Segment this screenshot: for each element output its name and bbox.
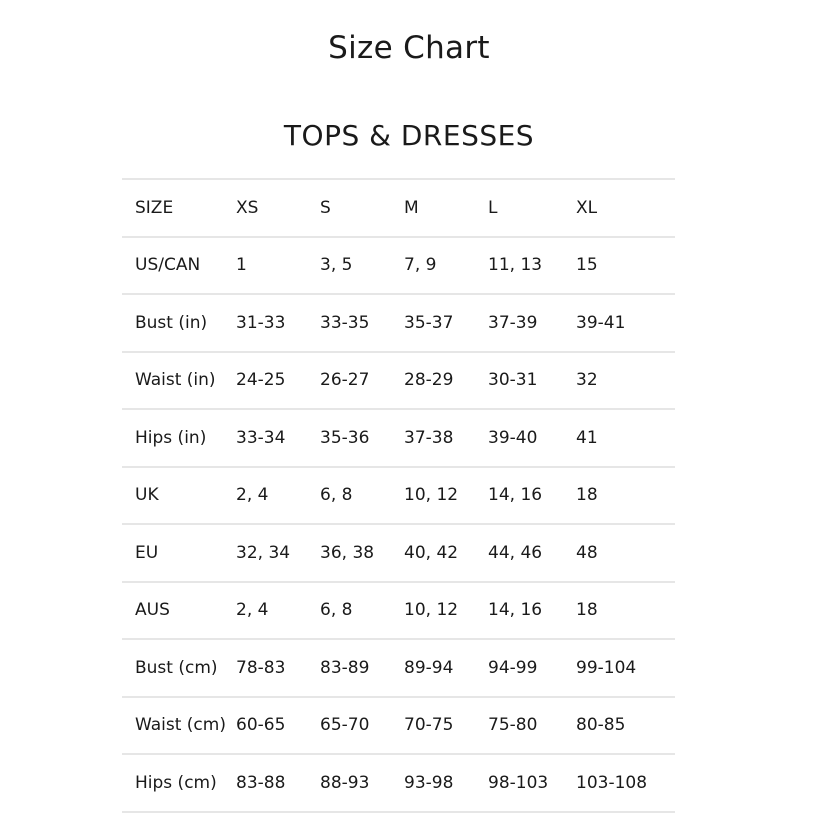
table-cell: 75-80	[488, 695, 576, 754]
table-cell: 60-65	[236, 695, 320, 754]
table-cell: XS	[236, 178, 320, 237]
table-cell: 24-25	[236, 350, 320, 409]
table-cell: 98-103	[488, 753, 576, 813]
row-label: AUS	[122, 580, 236, 639]
page-title: Size Chart	[328, 30, 490, 66]
table-cell: M	[404, 178, 488, 237]
row-label: Hips (in)	[122, 408, 236, 467]
row-label: EU	[122, 523, 236, 582]
table-cell: S	[320, 178, 404, 237]
table-cell: 65-70	[320, 695, 404, 754]
table-cell: 78-83	[236, 638, 320, 697]
table-row: Bust (in) 31-33 33-35 35-37 37-39 39-41	[122, 293, 675, 352]
table-cell: 32	[576, 350, 675, 409]
section-title: TOPS & DRESSES	[283, 119, 535, 152]
table-row: Hips (in) 33-34 35-36 37-38 39-40 41	[122, 408, 675, 467]
table-cell: 83-88	[236, 753, 320, 813]
table-cell: 14, 16	[488, 465, 576, 524]
table-cell: 35-36	[320, 408, 404, 467]
table-row: EU 32, 34 36, 38 40, 42 44, 46 48	[122, 523, 675, 582]
table-cell: 2, 4	[236, 465, 320, 524]
table-cell: 18	[576, 580, 675, 639]
table-cell: 28-29	[404, 350, 488, 409]
table-row: AUS 2, 4 6, 8 10, 12 14, 16 18	[122, 580, 675, 639]
table-cell: 93-98	[404, 753, 488, 813]
row-label: SIZE	[122, 178, 236, 237]
table-row: US/CAN 1 3, 5 7, 9 11, 13 15	[122, 235, 675, 294]
table-header-row: SIZE XS S M L XL	[122, 178, 675, 237]
table-cell: 37-38	[404, 408, 488, 467]
table-row: Waist (in) 24-25 26-27 28-29 30-31 32	[122, 350, 675, 409]
table-cell: 94-99	[488, 638, 576, 697]
table-cell: 6, 8	[320, 465, 404, 524]
table-cell: 33-35	[320, 293, 404, 352]
table-row: Waist (cm) 60-65 65-70 70-75 75-80 80-85	[122, 695, 675, 754]
table-cell: 48	[576, 523, 675, 582]
table-cell: 14, 16	[488, 580, 576, 639]
table-cell: 33-34	[236, 408, 320, 467]
table-cell: 26-27	[320, 350, 404, 409]
size-chart-table: SIZE XS S M L XL US/CAN 1 3, 5 7, 9 11, 13 15 Bust (…	[122, 178, 675, 813]
table-cell: 32, 34	[236, 523, 320, 582]
table-cell: 15	[576, 235, 675, 294]
table-cell: 18	[576, 465, 675, 524]
table-cell: 2, 4	[236, 580, 320, 639]
row-label: Waist (cm)	[122, 695, 236, 754]
table-cell: 3, 5	[320, 235, 404, 294]
table-cell: 89-94	[404, 638, 488, 697]
table-cell: 39-41	[576, 293, 675, 352]
table-row: Bust (cm) 78-83 83-89 89-94 94-99 99-104	[122, 638, 675, 697]
table-cell: 40, 42	[404, 523, 488, 582]
table-cell: 99-104	[576, 638, 675, 697]
table-cell: 31-33	[236, 293, 320, 352]
table-cell: L	[488, 178, 576, 237]
table-cell: 70-75	[404, 695, 488, 754]
table-cell: 7, 9	[404, 235, 488, 294]
table-cell: 1	[236, 235, 320, 294]
row-label: Waist (in)	[122, 350, 236, 409]
table-cell: 103-108	[576, 753, 675, 813]
table-row: Hips (cm) 83-88 88-93 93-98 98-103 103-108	[122, 753, 675, 813]
table-cell: 36, 38	[320, 523, 404, 582]
table-cell: 39-40	[488, 408, 576, 467]
table-cell: 83-89	[320, 638, 404, 697]
row-label: UK	[122, 465, 236, 524]
table-cell: 10, 12	[404, 465, 488, 524]
table-row: UK 2, 4 6, 8 10, 12 14, 16 18	[122, 465, 675, 524]
table-cell: 41	[576, 408, 675, 467]
row-label: US/CAN	[122, 235, 236, 294]
table-cell: 35-37	[404, 293, 488, 352]
table-cell: 88-93	[320, 753, 404, 813]
table-cell: 11, 13	[488, 235, 576, 294]
row-label: Bust (in)	[122, 293, 236, 352]
table-cell: 10, 12	[404, 580, 488, 639]
table-cell: 6, 8	[320, 580, 404, 639]
row-label: Hips (cm)	[122, 753, 236, 813]
row-label: Bust (cm)	[122, 638, 236, 697]
table-cell: 44, 46	[488, 523, 576, 582]
table-cell: 30-31	[488, 350, 576, 409]
table-cell: 80-85	[576, 695, 675, 754]
table-cell: XL	[576, 178, 675, 237]
table-cell: 37-39	[488, 293, 576, 352]
